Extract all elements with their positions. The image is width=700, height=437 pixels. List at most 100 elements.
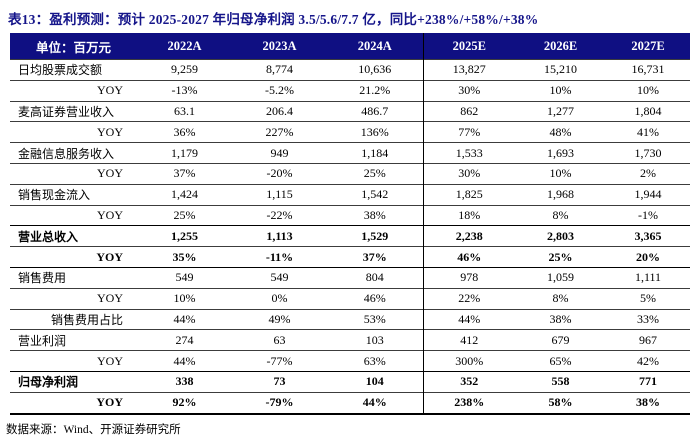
- table-row: 归母净利润 338 73 104 352 558 771: [10, 370, 690, 393]
- cell-value: 949: [232, 142, 327, 164]
- cell-value: 41%: [606, 121, 690, 143]
- cell-value: 136%: [327, 121, 424, 143]
- cell-value: 25%: [515, 246, 606, 268]
- cell-value: -79%: [232, 391, 327, 415]
- cell-value: 38%: [327, 204, 424, 226]
- table-row: 日均股票成交额 9,259 8,774 10,636 13,827 15,210 16,73…: [10, 59, 690, 81]
- header-row: 单位：百万元 2022A 2023A 2024A 2025E 2026E 202…: [10, 33, 690, 60]
- cell-value: 206.4: [232, 100, 327, 122]
- row-label: 日均股票成交额: [10, 59, 137, 81]
- col-header-2025e: 2025E: [423, 33, 515, 60]
- cell-value: 36%: [137, 121, 232, 143]
- row-label: 归母净利润: [10, 370, 137, 393]
- cell-value: 1,179: [137, 142, 232, 164]
- cell-value: 1,730: [606, 142, 690, 164]
- unit-header: 单位：百万元: [10, 33, 137, 60]
- col-header-2026e: 2026E: [515, 33, 606, 60]
- cell-value: 1,277: [515, 100, 606, 122]
- cell-value: 1,529: [327, 225, 424, 247]
- cell-value: -5.2%: [232, 79, 327, 102]
- cell-value: 77%: [423, 121, 515, 143]
- cell-value: 58%: [515, 391, 606, 415]
- cell-value: 549: [232, 266, 327, 289]
- cell-value: 44%: [423, 308, 515, 330]
- cell-value: 1,115: [232, 183, 327, 206]
- cell-value: 967: [606, 329, 690, 351]
- cell-value: 1,944: [606, 183, 690, 206]
- row-label: 销售费用占比: [10, 308, 137, 330]
- cell-value: 63.1: [137, 100, 232, 122]
- table-row: YOY 37% -20% 25% 30% 10% 2%: [10, 162, 690, 185]
- data-source-note: 数据来源：Wind、开源证券研究所: [6, 423, 181, 436]
- row-label: YOY: [10, 121, 137, 143]
- row-label: 销售现金流入: [10, 183, 137, 206]
- row-label: 营业利润: [10, 329, 137, 351]
- cell-value: 1,693: [515, 142, 606, 164]
- cell-value: 13,827: [423, 59, 515, 81]
- row-label: YOY: [10, 162, 137, 185]
- cell-value: 44%: [137, 308, 232, 330]
- table-row: YOY 44% -77% 63% 300% 65% 42%: [10, 350, 690, 372]
- cell-value: 1,804: [606, 100, 690, 122]
- cell-value: 30%: [423, 162, 515, 185]
- cell-value: 486.7: [327, 100, 424, 122]
- cell-value: 8,774: [232, 59, 327, 81]
- cell-value: 0%: [232, 287, 327, 310]
- row-label: YOY: [10, 204, 137, 226]
- cell-value: 227%: [232, 121, 327, 143]
- cell-value: 804: [327, 266, 424, 289]
- cell-value: 238%: [423, 391, 515, 415]
- col-header-2022a: 2022A: [137, 33, 232, 60]
- cell-value: 1,424: [137, 183, 232, 206]
- cell-value: 46%: [423, 246, 515, 268]
- table-row: YOY 92% -79% 44% 238% 58% 38%: [10, 391, 690, 415]
- cell-value: 44%: [137, 350, 232, 372]
- table-row: 销售现金流入 1,424 1,115 1,542 1,825 1,968 1,944: [10, 183, 690, 206]
- table-body: 日均股票成交额 9,259 8,774 10,636 13,827 15,210 16,73…: [10, 59, 690, 415]
- cell-value: 1,113: [232, 225, 327, 247]
- cell-value: 16,731: [606, 59, 690, 81]
- cell-value: 10%: [137, 287, 232, 310]
- cell-value: 63%: [327, 350, 424, 372]
- cell-value: 92%: [137, 391, 232, 415]
- cell-value: 978: [423, 266, 515, 289]
- cell-value: 862: [423, 100, 515, 122]
- row-label: YOY: [10, 350, 137, 372]
- row-label: 金融信息服务收入: [10, 142, 137, 164]
- profit-forecast-table: 单位：百万元 2022A 2023A 2024A 2025E 2026E 202…: [10, 33, 690, 415]
- cell-value: 25%: [137, 204, 232, 226]
- cell-value: 42%: [606, 350, 690, 372]
- cell-value: 558: [515, 370, 606, 393]
- table-row: YOY 36% 227% 136% 77% 48% 41%: [10, 121, 690, 143]
- cell-value: 25%: [327, 162, 424, 185]
- cell-value: 300%: [423, 350, 515, 372]
- cell-value: 771: [606, 370, 690, 393]
- cell-value: 30%: [423, 79, 515, 102]
- cell-value: -77%: [232, 350, 327, 372]
- table-row: 营业总收入 1,255 1,113 1,529 2,238 2,803 3,365: [10, 225, 690, 247]
- cell-value: 104: [327, 370, 424, 393]
- cell-value: 33%: [606, 308, 690, 330]
- cell-value: 1,111: [606, 266, 690, 289]
- cell-value: 65%: [515, 350, 606, 372]
- row-label: YOY: [10, 391, 137, 415]
- cell-value: 22%: [423, 287, 515, 310]
- cell-value: 10%: [515, 162, 606, 185]
- col-header-2023a: 2023A: [232, 33, 327, 60]
- cell-value: 2%: [606, 162, 690, 185]
- cell-value: -20%: [232, 162, 327, 185]
- cell-value: 2,803: [515, 225, 606, 247]
- cell-value: 21.2%: [327, 79, 424, 102]
- cell-value: 412: [423, 329, 515, 351]
- table-row: 营业利润 274 63 103 412 679 967: [10, 329, 690, 351]
- row-label: 销售费用: [10, 266, 137, 289]
- cell-value: 63: [232, 329, 327, 351]
- cell-value: 1,184: [327, 142, 424, 164]
- row-label: YOY: [10, 287, 137, 310]
- cell-value: 274: [137, 329, 232, 351]
- table-row: 销售费用占比 44% 49% 53% 44% 38% 33%: [10, 308, 690, 330]
- table-row: YOY 10% 0% 46% 22% 8% 5%: [10, 287, 690, 310]
- col-header-2027e: 2027E: [606, 33, 690, 60]
- table-row: YOY 35% -11% 37% 46% 25% 20%: [10, 246, 690, 268]
- cell-value: 20%: [606, 246, 690, 268]
